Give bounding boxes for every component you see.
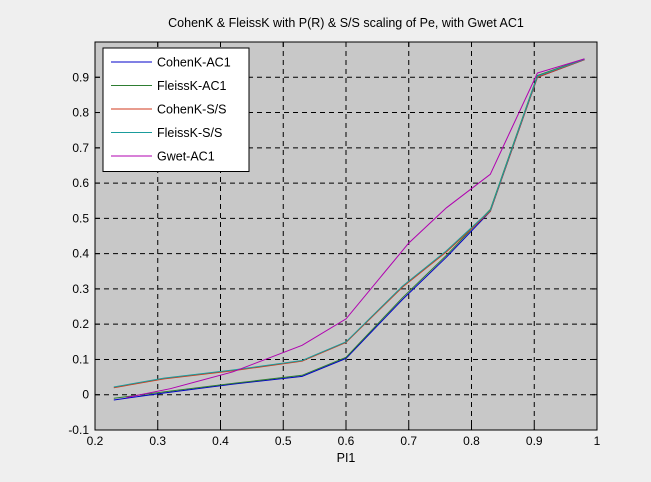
y-tick-label: 0.6	[72, 176, 89, 190]
x-tick-label: 0.5	[275, 434, 292, 448]
x-tick-label: 0.3	[149, 434, 166, 448]
ticks: 0.2 0.3 0.4 0.5 0.6 0.7 0.8 0.9 1 -0.1 0 0.1 0.2 0.3 0…	[68, 42, 601, 448]
legend-label: Gwet-AC1	[157, 150, 215, 164]
y-tick-label: 0.1	[72, 352, 89, 366]
y-tick-label: -0.1	[68, 423, 89, 437]
series-line-3	[113, 58, 585, 388]
y-tick-label: 0.4	[72, 247, 89, 261]
y-tick-label: 0.9	[72, 70, 89, 84]
x-tick-label: 0.6	[338, 434, 355, 448]
legend-label: FleissK-AC1	[157, 79, 227, 93]
y-tick-label: 0	[82, 388, 89, 402]
x-tick-label: 0.8	[463, 434, 480, 448]
x-tick-label: 0.2	[87, 434, 104, 448]
legend-box	[102, 47, 250, 172]
x-tick-label: 0.7	[400, 434, 417, 448]
legend-label: FleissK-S/S	[157, 126, 222, 140]
legend-label: CohenK-AC1	[157, 56, 231, 70]
legend-label: CohenK-S/S	[157, 103, 226, 117]
y-tick-label: 0.2	[72, 317, 89, 331]
x-tick-label: 0.4	[212, 434, 229, 448]
x-tick-label: 0.9	[526, 434, 543, 448]
y-tick-label: 0.8	[72, 106, 89, 120]
y-tick-label: 0.5	[72, 211, 89, 225]
x-tick-label: 1	[594, 434, 601, 448]
x-axis-label: PI1	[337, 451, 356, 465]
y-tick-label: 0.7	[72, 141, 89, 155]
chart-title: CohenK & FleissK with P(R) & S/S scaling…	[168, 16, 524, 30]
series-group	[113, 58, 585, 401]
legend: CohenK-AC1 FleissK-AC1 CohenK-S/S FleissK-S…	[102, 47, 250, 172]
series-line-4	[126, 58, 585, 398]
y-tick-label: 0.3	[72, 282, 89, 296]
